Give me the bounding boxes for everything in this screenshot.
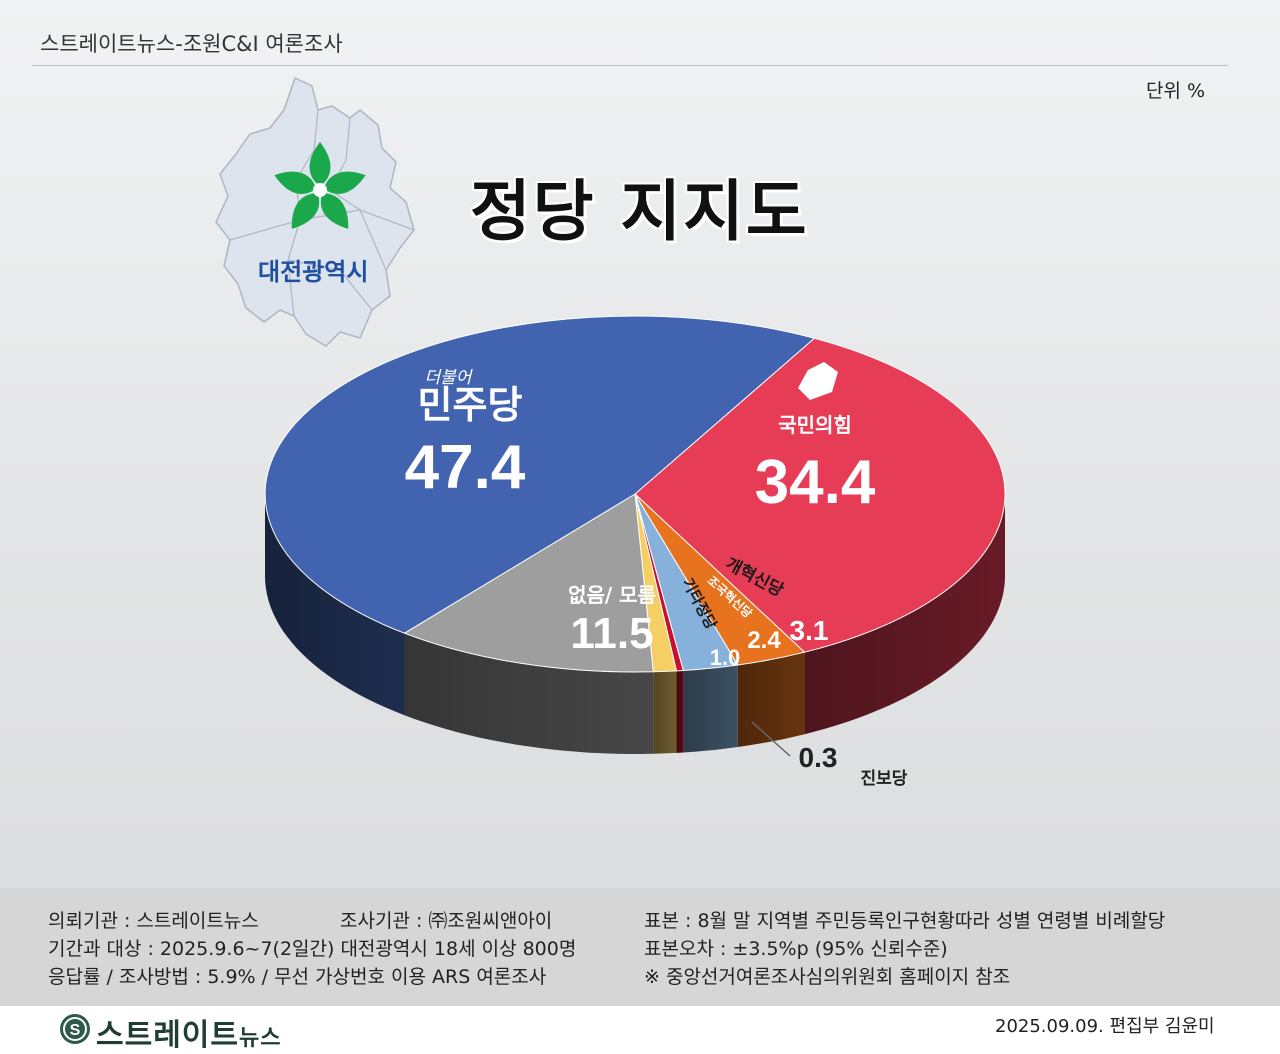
pie-side-shade-4 (653, 670, 677, 754)
chart-title: 정당 지지도 (470, 173, 809, 250)
pie-slice-0 (634, 337, 1006, 653)
pie-side-shade-0 (804, 494, 1005, 735)
slice-label-none: 없음/ 모름 (568, 583, 656, 607)
header-title: 스트레이트뉴스-조원C&I 여론조사 (40, 32, 343, 56)
credit-text: 2025.09.09. 편집부 김윤미 (995, 1016, 1215, 1037)
footer-period: 기간과 대상 : 2025.9.6~7(2일간) 대전광역시 18세 이상 80… (48, 938, 577, 960)
region-name: 대전광역시 (258, 258, 369, 286)
footer-method: 응답률 / 조사방법 : 5.9% / 무선 가상번호 이용 ARS 여론조사 (48, 966, 547, 988)
slice-value-progressive: 0.3 (799, 742, 838, 773)
header-divider (32, 65, 1228, 66)
slice-label-progressive: 진보당 (861, 769, 908, 789)
ppp-logo-icon (798, 362, 838, 400)
slice-label-ppp: 국민의힘 (778, 413, 852, 437)
slice-value-reform: 3.1 (790, 615, 829, 646)
minju-prefix-label: 더불어 (425, 368, 474, 387)
slice-value-none: 11.5 (570, 609, 653, 658)
pie-side-shade-1 (737, 652, 805, 747)
slice-value-ppp: 34.4 (755, 448, 876, 517)
pie-side-shade-5 (404, 633, 654, 754)
footer-agency: 조사기관 : ㈜조원씨앤아이 (340, 910, 553, 932)
slice-value-minju: 47.4 (405, 433, 526, 502)
svg-text:S: S (70, 1022, 81, 1039)
footer-sample: 표본 : 8월 말 지역별 주민등록인구현황따라 성별 연령별 비례할당 (644, 910, 1166, 932)
footer-reference: ※ 중앙선거여론조사심의위원회 홈페이지 참조 (644, 966, 1011, 988)
pie-side-shade-3 (676, 670, 684, 753)
brand-name: 스트레이트뉴스 (96, 1010, 281, 1054)
brand-main: 스트레이트 (96, 1018, 239, 1053)
pie-side-shade-2 (683, 665, 738, 753)
footer-client: 의뢰기관 : 스트레이트뉴스 (48, 910, 259, 932)
pie-side-shade-6 (265, 494, 405, 716)
slice-value-other: 1.0 (710, 645, 741, 670)
pie-slice-6 (264, 315, 816, 634)
unit-label: 단위 % (1146, 80, 1206, 102)
brand-logo-icon: S (60, 1014, 90, 1044)
slice-label-minju: 민주당 (418, 383, 523, 427)
daejeon-emblem-icon (274, 142, 366, 229)
pie-slice-5 (403, 493, 654, 673)
footer-error: 표본오차 : ±3.5%p (95% 신뢰수준) (644, 938, 948, 960)
slice-value-rebuild: 2.4 (747, 627, 781, 654)
pie-chart: 더불어 민주당 47.4 국민의힘 34.4 없음/ 모름 11.5 개혁신당 … (264, 315, 1006, 789)
footer-info: 의뢰기관 : 스트레이트뉴스 조사기관 : ㈜조원씨앤아이 표본 : 8월 말 … (0, 888, 1280, 1006)
leader-line-progressive (751, 721, 791, 757)
brand-sub: 뉴스 (239, 1026, 282, 1051)
bottom-bar (0, 1006, 1280, 1054)
